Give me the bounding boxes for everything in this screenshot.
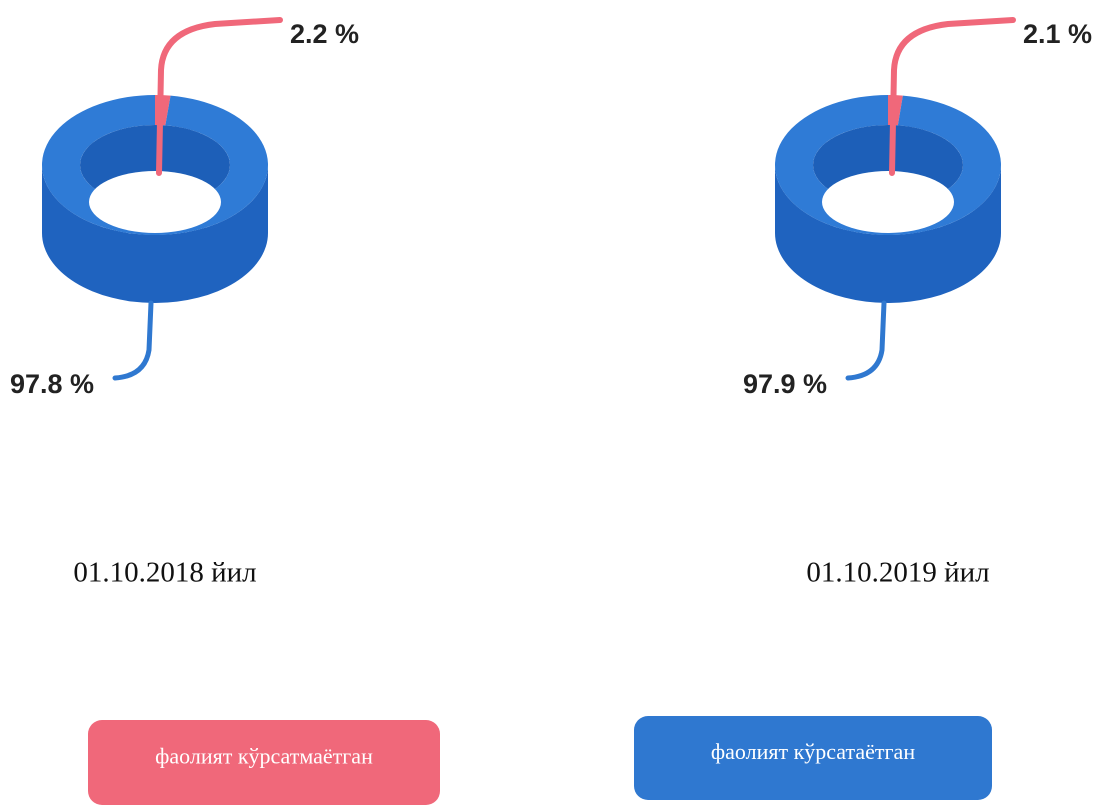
donut-hole [822,171,954,233]
value-label: 97.9 % [743,369,827,399]
donut-side [42,165,268,303]
leader-line [889,17,1016,176]
value-label: 97.8 % [10,369,94,399]
chart-title: 01.10.2019 йил [806,557,989,589]
legend-item: фаолият кўрсатмаётган [88,720,440,805]
leader-line [845,300,887,381]
chart-title: 01.10.2018 йил [73,557,256,589]
legend-button [634,716,992,800]
legend-label: фаолият кўрсатаётган [711,739,915,764]
value-label: 2.2 % [290,19,359,49]
donut-side [775,165,1001,303]
value-label: 2.1 % [1023,19,1092,49]
legend-item: фаолият кўрсатаётган [634,716,992,800]
leader-line [112,300,154,381]
legend-button [88,720,440,805]
donut-hole [89,171,221,233]
leader-line [156,17,283,176]
legend-label: фаолият кўрсатмаётган [155,744,373,769]
